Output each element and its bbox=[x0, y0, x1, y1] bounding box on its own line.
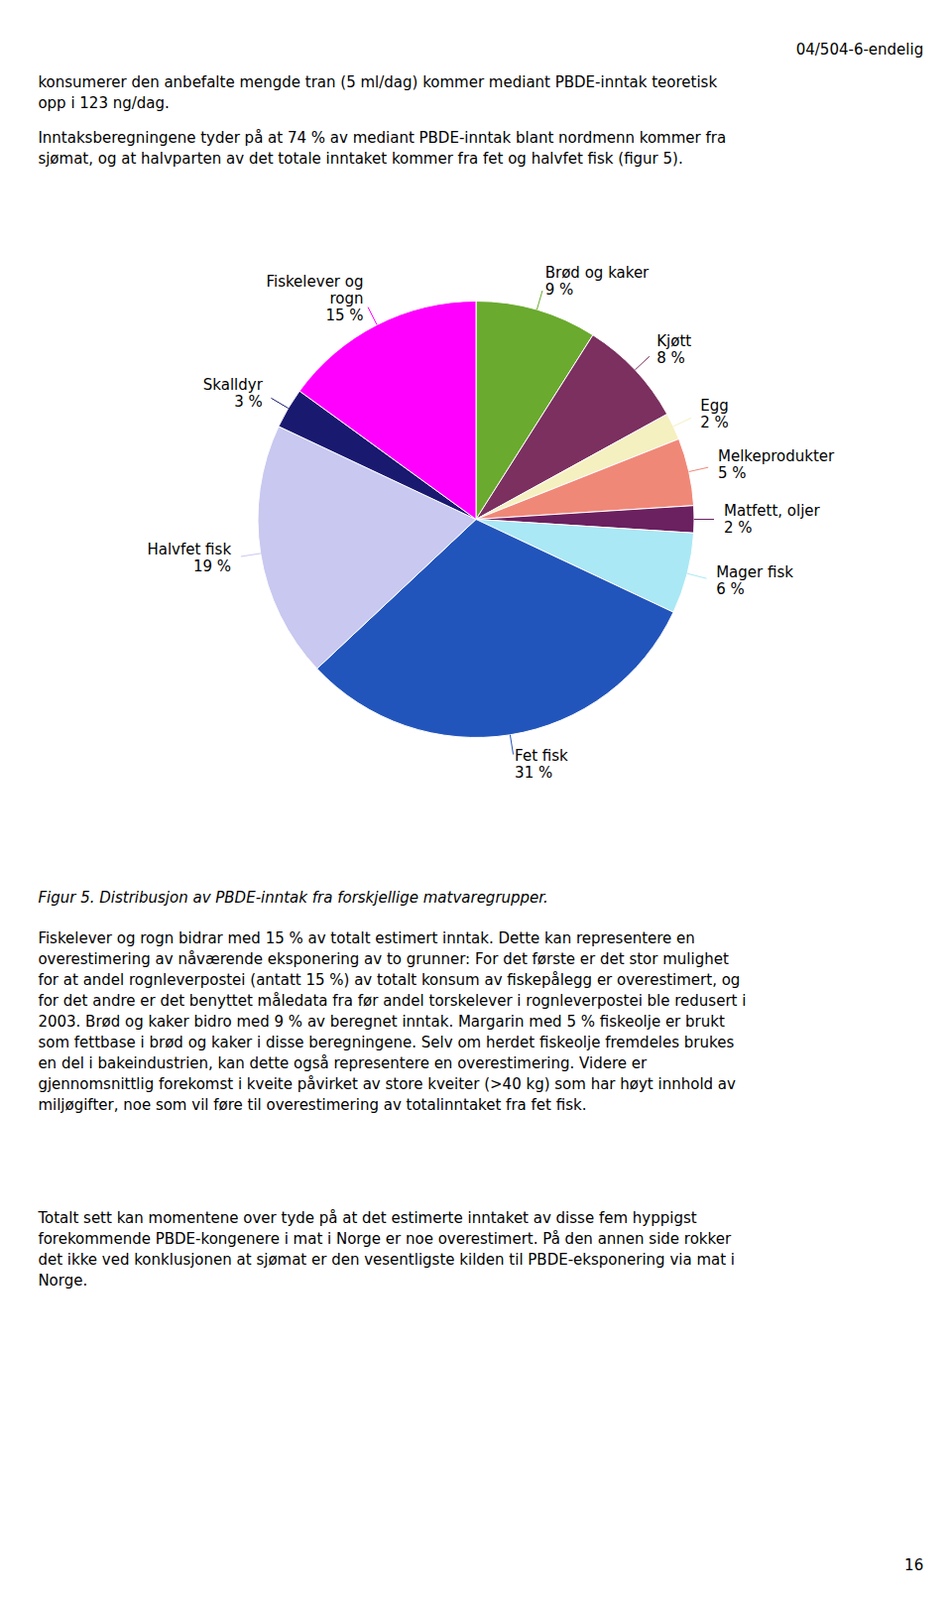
svg-text:Mager fisk6 %: Mager fisk6 % bbox=[715, 564, 794, 599]
html-text:Figur 5. Distribusjon av PBDE-: Figur 5. Distribusjon av PBDE-inntak fra… bbox=[38, 888, 549, 907]
html-text:Fiskelever og rogn bidrar med: Fiskelever og rogn bidrar med 15 % av to… bbox=[38, 928, 747, 1114]
html-text:16: 16 bbox=[904, 1555, 924, 1574]
html-text:konsumerer den anbefalte mengd: konsumerer den anbefalte mengde tran (5 … bbox=[38, 72, 718, 112]
svg-text:Fet fisk31 %: Fet fisk31 % bbox=[514, 746, 569, 782]
svg-text:Egg2 %: Egg2 % bbox=[700, 396, 729, 432]
svg-text:Melkeprodukter5 %: Melkeprodukter5 % bbox=[717, 448, 835, 483]
svg-text:Fiskelever ogrogn15 %: Fiskelever ogrogn15 % bbox=[265, 272, 363, 325]
svg-text:Matfett, oljer2 %: Matfett, oljer2 % bbox=[723, 501, 822, 537]
svg-text:Skalldyr3 %: Skalldyr3 % bbox=[203, 375, 264, 411]
svg-text:Kjøtt8 %: Kjøtt8 % bbox=[656, 332, 692, 367]
html-text:Totalt sett kan momentene over: Totalt sett kan momentene over tyde på a… bbox=[38, 1208, 735, 1289]
svg-text:Halvfet fisk19 %: Halvfet fisk19 % bbox=[146, 541, 232, 577]
svg-text:Brød og kaker9 %: Brød og kaker9 % bbox=[545, 263, 650, 299]
html-text:04/504-6-endelig: 04/504-6-endelig bbox=[796, 40, 924, 59]
html-text:Inntaksberegningene tyder på a: Inntaksberegningene tyder på at 74 % av … bbox=[38, 128, 726, 168]
